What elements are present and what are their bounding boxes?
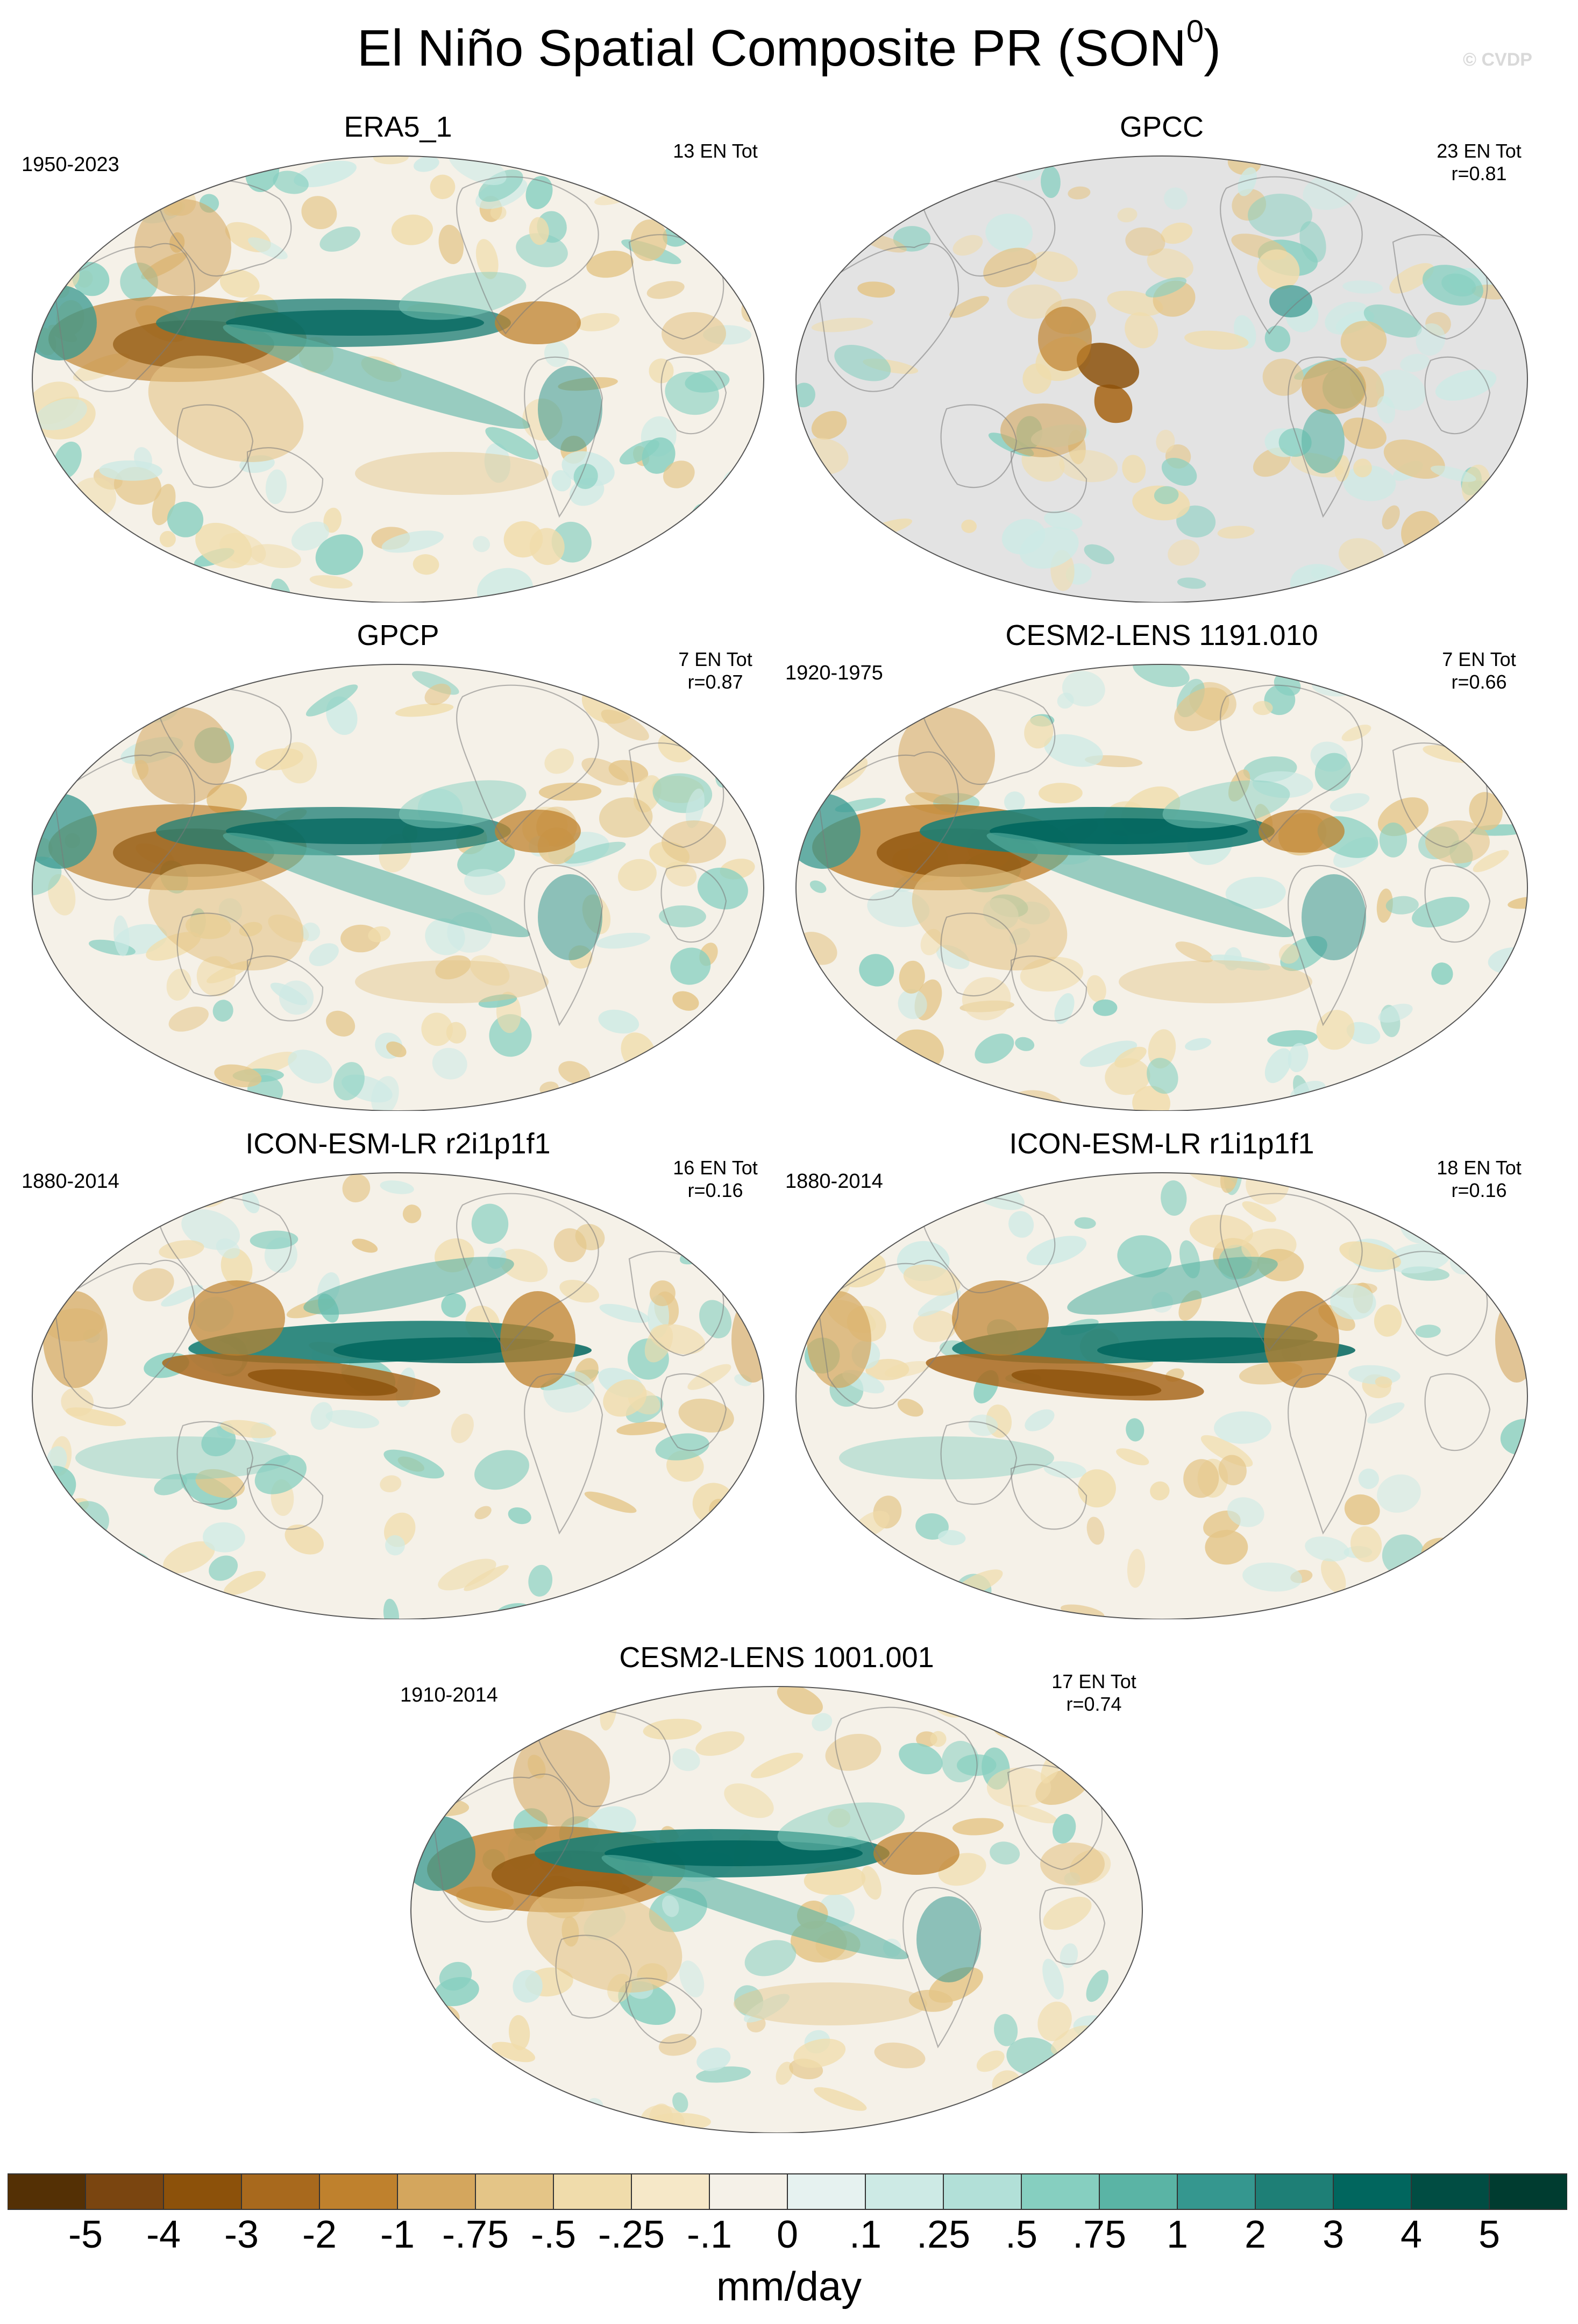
colorbar-tick-label: -3 <box>224 2213 259 2256</box>
colorbar-tick-label: 2 <box>1244 2213 1267 2256</box>
panel-stat: r=0.74 <box>1066 1693 1122 1715</box>
panel-title: GPCC <box>1119 111 1204 143</box>
colorbar-swatch <box>943 2173 1021 2210</box>
colorbar-tick-label: .75 <box>1072 2213 1127 2256</box>
map <box>32 155 764 603</box>
panel-stat: 7 EN Tot <box>678 648 752 670</box>
colorbar-swatch <box>1021 2173 1099 2210</box>
colorbar-tick-label: .5 <box>1005 2213 1038 2256</box>
colorbar-tick-label: -.25 <box>598 2213 665 2256</box>
colorbar-label: mm/day <box>716 2264 862 2309</box>
map-panel: GPCC 23 EN Tot r=0.81 <box>785 108 1538 603</box>
colorbar-swatch <box>865 2173 943 2210</box>
panel-stat: 16 EN Tot <box>673 1157 758 1179</box>
colorbar-swatch <box>1489 2173 1567 2210</box>
panel-stats: 7 EN Tot r=0.87 <box>656 648 774 693</box>
figure-title: El Niño Spatial Composite PR (SON0) <box>357 14 1221 77</box>
map <box>795 1172 1528 1619</box>
panel-stats: 23 EN Tot r=0.81 <box>1420 140 1538 185</box>
panel-title: ICON-ESM-LR r2i1p1f1 <box>245 1128 551 1160</box>
map-panel: ICON-ESM-LR r2i1p1f1 1880-2014 16 EN Tot r=… <box>22 1124 774 1619</box>
panel-stat: r=0.81 <box>1451 162 1507 185</box>
colorbar-swatch <box>319 2173 397 2210</box>
colorbar-swatch <box>164 2173 241 2210</box>
panel-stat: r=0.16 <box>1451 1179 1507 1201</box>
colorbar-swatch <box>397 2173 475 2210</box>
panel-years: 1880-2014 <box>785 1170 883 1193</box>
panel-title: CESM2-LENS 1001.001 <box>619 1641 934 1674</box>
panel-stats: 7 EN Tot r=0.66 <box>1420 648 1538 693</box>
colorbar-tick-label: .25 <box>916 2213 971 2256</box>
panel-stat: 23 EN Tot <box>1437 140 1522 162</box>
panel-stat: r=0.87 <box>687 671 743 693</box>
panel-title: ERA5_1 <box>344 111 452 143</box>
map <box>795 155 1528 603</box>
watermark: © CVDP <box>1463 49 1532 70</box>
colorbar-swatch <box>1255 2173 1333 2210</box>
colorbar-tick-label: -4 <box>146 2213 181 2256</box>
colorbar-swatch <box>86 2173 164 2210</box>
map-panel: CESM2-LENS 1001.001 1910-2014 17 EN Tot r=0… <box>400 1638 1153 2133</box>
panel-stats: 17 EN Tot r=0.74 <box>1035 1670 1153 1716</box>
colorbar-swatch <box>553 2173 631 2210</box>
colorbar-tick-label: -2 <box>302 2213 337 2256</box>
colorbar-swatch <box>787 2173 865 2210</box>
colorbar-swatch <box>1177 2173 1255 2210</box>
map <box>32 1172 764 1619</box>
map-panel: GPCP 7 EN Tot r=0.87 <box>22 616 774 1111</box>
map-panel: CESM2-LENS 1191.010 1920-1975 7 EN Tot r=0.… <box>785 616 1538 1111</box>
panel-years: 1910-2014 <box>400 1684 498 1706</box>
colorbar-swatch <box>631 2173 709 2210</box>
panel-stat: 18 EN Tot <box>1437 1157 1522 1179</box>
panel-stat: 7 EN Tot <box>1442 648 1516 670</box>
panel-stat: r=0.16 <box>687 1179 743 1201</box>
colorbar-tick-label: -.1 <box>686 2213 733 2256</box>
panel-title: CESM2-LENS 1191.010 <box>1005 619 1318 651</box>
colorbar-tick-label: .1 <box>849 2213 882 2256</box>
colorbar-tick-label: 1 <box>1166 2213 1189 2256</box>
colorbar-swatch <box>241 2173 319 2210</box>
colorbar-tick-label: 5 <box>1478 2213 1501 2256</box>
colorbar-swatch <box>475 2173 553 2210</box>
colorbar-tick-label: 3 <box>1322 2213 1345 2256</box>
panel-stats: 16 EN Tot r=0.16 <box>656 1157 774 1202</box>
colorbar-swatch <box>1333 2173 1411 2210</box>
map <box>795 664 1528 1111</box>
map-panel: ICON-ESM-LR r1i1p1f1 1880-2014 18 EN Tot r=… <box>785 1124 1538 1619</box>
panel-years: 1950-2023 <box>22 153 119 176</box>
colorbar <box>8 2173 1567 2210</box>
panel-stat: 17 EN Tot <box>1051 1670 1136 1692</box>
colorbar-tick-label: -1 <box>380 2213 415 2256</box>
colorbar-tick-label: -.75 <box>442 2213 509 2256</box>
colorbar-tick-label: 4 <box>1400 2213 1423 2256</box>
panel-stats: 18 EN Tot r=0.16 <box>1420 1157 1538 1202</box>
colorbar-swatch <box>1099 2173 1177 2210</box>
panel-stat: 13 EN Tot <box>673 140 758 162</box>
colorbar-swatch <box>8 2173 86 2210</box>
panel-title: GPCP <box>357 619 439 651</box>
colorbar-swatch <box>1411 2173 1489 2210</box>
map-panel: ERA5_1 1950-2023 13 EN Tot <box>22 108 774 603</box>
colorbar-tick-label: -5 <box>68 2213 103 2256</box>
colorbar-swatch <box>709 2173 787 2210</box>
map <box>410 1686 1143 2133</box>
colorbar-tick-label: -.5 <box>530 2213 577 2256</box>
panel-stat: r=0.66 <box>1451 671 1507 693</box>
colorbar-tick-label: 0 <box>776 2213 799 2256</box>
map <box>32 664 764 1111</box>
panel-years: 1920-1975 <box>785 662 883 684</box>
panel-stats: 13 EN Tot <box>656 140 774 162</box>
panel-years: 1880-2014 <box>22 1170 119 1193</box>
panel-title: ICON-ESM-LR r1i1p1f1 <box>1009 1128 1314 1160</box>
